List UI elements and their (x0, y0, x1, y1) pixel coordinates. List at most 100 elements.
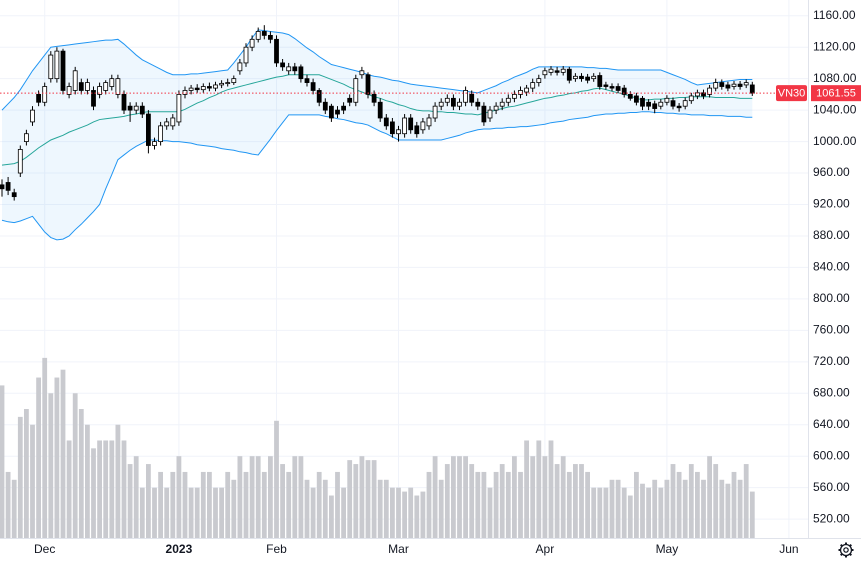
candle-body (219, 82, 225, 86)
candle-body (566, 68, 572, 81)
candle-body (658, 101, 664, 107)
y-tick-label: 1120.00 (813, 39, 856, 53)
volume-bar (670, 464, 676, 538)
candle-body (457, 101, 462, 107)
y-tick-label: 880.00 (813, 228, 850, 242)
volume-layer (0, 357, 755, 538)
candle-body (255, 31, 261, 40)
volume-bar (597, 487, 603, 538)
candle-body (347, 97, 353, 103)
volume-bar (560, 456, 566, 538)
candle-body (182, 90, 188, 95)
candle-body (97, 86, 102, 95)
candle-body (749, 84, 755, 94)
volume-bar (426, 471, 432, 538)
candle-body (341, 105, 347, 111)
volume-bar (268, 456, 273, 538)
symbol-label: VN30 (778, 88, 806, 100)
candle-body (36, 93, 41, 103)
volume-bar (585, 471, 590, 538)
candle-body (573, 75, 578, 80)
volume-bar (286, 471, 292, 538)
y-tick-label: 840.00 (813, 260, 850, 274)
band-line (1, 111, 753, 241)
volume-bar (621, 487, 627, 538)
y-tick-label: 1000.00 (813, 134, 857, 148)
candle-body (17, 149, 23, 174)
volume-bar (146, 464, 151, 538)
volume-bar (377, 479, 383, 538)
candle-body (518, 90, 523, 95)
candle-body (127, 105, 133, 111)
candle-body (371, 93, 377, 103)
candle-body (115, 78, 121, 95)
candle-body (621, 87, 627, 95)
volume-bar (310, 487, 316, 538)
y-tick-label: 680.00 (813, 385, 850, 399)
candle-body (316, 90, 322, 103)
volume-bar (231, 479, 237, 538)
volume-bar (213, 487, 218, 538)
candle-body (426, 117, 432, 127)
volume-bar (78, 409, 84, 538)
volume-bar (615, 479, 621, 538)
candle-body (145, 113, 151, 146)
candle-body (707, 87, 712, 95)
volume-bar (54, 377, 60, 538)
volume-bar (420, 491, 426, 538)
candle-body (481, 105, 487, 123)
candle-body (383, 117, 389, 127)
volume-bar (469, 464, 475, 538)
candle-body (261, 31, 267, 36)
y-tick-label: 1160.00 (813, 8, 856, 22)
volume-bar (5, 471, 11, 538)
candle-body (719, 82, 725, 87)
volume-bar (536, 440, 542, 538)
candle-body (603, 84, 609, 87)
volume-bar (103, 440, 109, 538)
volume-bar (457, 456, 462, 538)
candle-body (66, 86, 72, 95)
volume-bar (518, 471, 523, 538)
volume-bar (359, 456, 365, 538)
volume-bar (207, 471, 212, 538)
volume-bar (72, 393, 78, 538)
volume-bar (139, 487, 145, 538)
volume-bar (225, 471, 231, 538)
volume-bar (365, 460, 371, 538)
candle-body (597, 75, 603, 87)
candle-body (109, 78, 115, 87)
volume-bar (542, 456, 548, 538)
volume-bar (658, 487, 664, 538)
x-tick-label: Feb (266, 542, 287, 556)
candle-body (243, 46, 249, 64)
volume-bar (24, 409, 29, 538)
candle-body (438, 101, 444, 107)
candle-body (609, 86, 615, 89)
y-tick-label: 800.00 (813, 291, 850, 305)
candle-body (30, 109, 35, 123)
volume-bar (554, 464, 560, 538)
candle-body (91, 90, 96, 107)
volume-bar (91, 448, 96, 538)
candle-body (469, 93, 475, 103)
candle-body (286, 66, 292, 72)
volume-bar (0, 385, 5, 538)
settings-icon[interactable] (838, 542, 854, 558)
volume-bar (127, 464, 133, 538)
volume-bar (261, 471, 267, 538)
candle-body (78, 82, 84, 91)
candle-body (188, 87, 194, 91)
volume-bar (414, 495, 420, 538)
y-tick-label: 1040.00 (813, 102, 857, 116)
volume-bar (17, 416, 23, 538)
candle-body (499, 101, 505, 107)
volume-bar (219, 487, 224, 538)
candle-body (103, 82, 109, 91)
volume-bar (347, 460, 353, 538)
volume-bar (487, 487, 493, 538)
candle-body (524, 87, 529, 93)
volume-bar (688, 464, 694, 538)
volume-bar (11, 479, 17, 538)
candle-body (328, 105, 334, 119)
